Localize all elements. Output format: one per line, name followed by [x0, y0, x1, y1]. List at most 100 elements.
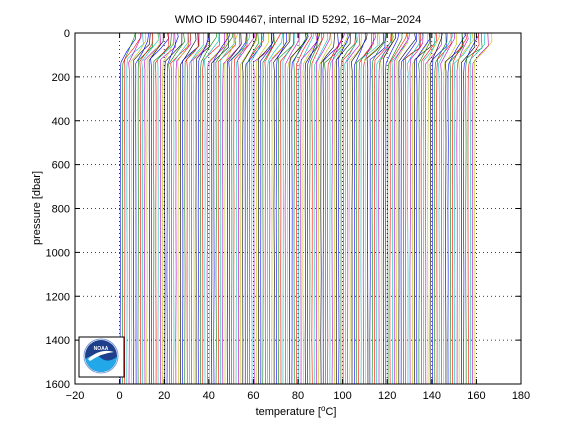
profile-line — [122, 33, 136, 384]
profile-line — [324, 33, 343, 384]
profile-line — [188, 33, 204, 384]
x-axis-title: temperature [oC] — [256, 404, 337, 418]
profile-line — [154, 33, 170, 384]
x-tick-label: −20 — [66, 390, 85, 402]
profile-line — [177, 33, 191, 384]
profile-line — [162, 33, 175, 384]
profile-line — [124, 33, 142, 384]
profile-line — [469, 33, 486, 384]
profile-line — [337, 33, 350, 384]
profile-line — [233, 33, 248, 384]
profile-line — [166, 33, 179, 384]
profile-line — [366, 33, 385, 384]
profile-line — [452, 33, 467, 384]
profile-line — [237, 33, 255, 384]
x-tick-label: 40 — [203, 390, 215, 402]
profile-line — [179, 33, 197, 384]
x-tick-label: 100 — [333, 390, 351, 402]
profile-line — [126, 33, 144, 384]
x-tick-label: 20 — [158, 390, 170, 402]
profile-line — [364, 33, 381, 384]
profile-line — [427, 33, 441, 384]
profile-line — [195, 33, 211, 384]
profile-line — [264, 33, 281, 384]
profile-line — [302, 33, 320, 384]
profile-line — [267, 33, 283, 384]
profile-line — [148, 33, 164, 384]
profile-line — [403, 33, 421, 384]
profile-line — [295, 33, 312, 384]
profile-line — [284, 33, 300, 384]
y-tick-label: 800 — [52, 204, 70, 216]
profile-line — [389, 33, 407, 384]
profile-line — [425, 33, 443, 384]
y-tick-label: 200 — [52, 72, 70, 84]
x-tick-label: 160 — [467, 390, 485, 402]
profile-line — [473, 33, 493, 384]
profile-line — [376, 33, 394, 384]
y-tick-label: 1400 — [46, 335, 70, 347]
profile-line — [184, 33, 200, 384]
profile-line — [456, 33, 469, 384]
profile-line — [258, 33, 273, 384]
profile-line — [291, 33, 309, 384]
profile-line — [436, 33, 452, 384]
profile-line — [119, 33, 137, 384]
profile-line — [423, 33, 436, 384]
profile-line — [349, 33, 362, 384]
y-tick-label: 1000 — [46, 247, 70, 259]
profile-line — [249, 33, 265, 384]
profile-line — [329, 33, 348, 384]
x-tick-label: 120 — [378, 390, 396, 402]
y-tick-label: 0 — [64, 28, 70, 40]
profile-line — [197, 33, 210, 384]
profile-line — [282, 33, 295, 384]
profile-line — [340, 33, 357, 384]
profile-line — [242, 33, 257, 384]
profile-line — [382, 33, 397, 384]
y-tick-label: 400 — [52, 116, 70, 128]
profile-line — [318, 33, 332, 384]
x-axis-label: temperature [ — [256, 406, 321, 418]
profile-line — [231, 33, 247, 384]
profile-line — [467, 33, 480, 384]
profile-line — [287, 33, 301, 384]
profile-line — [153, 33, 172, 384]
profile-line — [204, 33, 220, 384]
profile-line — [190, 33, 209, 384]
x-tick-labels: −20 0 20 40 60 80 100 120 140 160 180 — [66, 390, 531, 402]
profile-line — [313, 33, 329, 384]
profile-line — [396, 33, 409, 384]
profile-line — [262, 33, 275, 384]
profile-line — [429, 33, 443, 384]
logo-gull — [88, 350, 114, 361]
profile-line — [164, 33, 183, 384]
profile-line — [289, 33, 307, 384]
profile-line — [213, 33, 230, 384]
profile-line — [437, 33, 453, 384]
profile-line — [369, 33, 386, 384]
x-tick-label: 140 — [423, 390, 441, 402]
profile-line — [460, 33, 476, 384]
profile-line — [404, 33, 421, 384]
profile-line — [200, 33, 218, 384]
profile-line — [280, 33, 295, 384]
chart-title: WMO ID 5904467, internal ID 5292, 16−Mar… — [175, 14, 421, 26]
profile-line — [346, 33, 360, 384]
profile-line — [373, 33, 393, 384]
profile-line — [400, 33, 417, 384]
profile-line — [240, 33, 258, 384]
profile-line — [414, 33, 432, 384]
profile-line — [246, 33, 259, 384]
profile-line — [130, 33, 147, 384]
profile-line — [172, 33, 189, 384]
profile-line — [342, 33, 356, 384]
profile-line — [259, 33, 274, 384]
logo-text: NOAA — [94, 346, 109, 352]
profile-line — [453, 33, 472, 384]
profile-line — [335, 33, 351, 384]
profile-line — [431, 33, 447, 384]
profile-line — [358, 33, 375, 384]
profile-line — [293, 33, 308, 384]
